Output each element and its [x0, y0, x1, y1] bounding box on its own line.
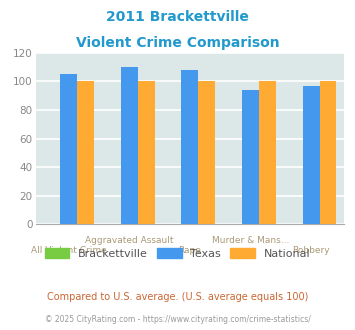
Bar: [259, 82, 276, 224]
Text: Compared to U.S. average. (U.S. average equals 100): Compared to U.S. average. (U.S. average …: [47, 292, 308, 302]
Text: Violent Crime Comparison: Violent Crime Comparison: [76, 36, 279, 50]
Text: Rape: Rape: [179, 246, 201, 255]
Legend: Brackettville, Texas, National: Brackettville, Texas, National: [40, 244, 315, 263]
Text: Robbery: Robbery: [292, 246, 330, 255]
Bar: [320, 82, 337, 224]
Bar: [138, 82, 155, 224]
Bar: [60, 74, 77, 224]
Text: All Violent Crime: All Violent Crime: [31, 246, 107, 255]
Bar: [198, 82, 215, 224]
Text: 2011 Brackettville: 2011 Brackettville: [106, 10, 249, 24]
Text: © 2025 CityRating.com - https://www.cityrating.com/crime-statistics/: © 2025 CityRating.com - https://www.city…: [45, 315, 310, 324]
Text: Murder & Mans...: Murder & Mans...: [212, 236, 289, 245]
Bar: [77, 82, 94, 224]
Bar: [242, 90, 259, 224]
Bar: [121, 67, 138, 224]
Text: Aggravated Assault: Aggravated Assault: [85, 236, 174, 245]
Bar: [302, 86, 320, 224]
Bar: [181, 70, 198, 224]
